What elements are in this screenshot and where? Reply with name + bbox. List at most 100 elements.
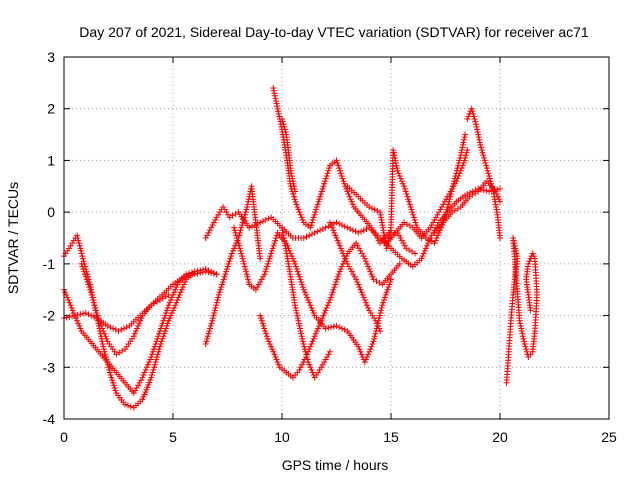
data-point <box>165 302 172 309</box>
data-point <box>266 255 273 262</box>
data-point <box>368 343 375 350</box>
data-point <box>458 165 465 172</box>
data-point <box>260 273 267 280</box>
data-point <box>177 289 184 296</box>
data-point <box>224 263 231 270</box>
data-point <box>77 325 84 332</box>
satellite-track-11 <box>279 224 333 381</box>
data-point <box>267 253 274 260</box>
data-point <box>434 211 441 218</box>
data-point <box>150 366 157 373</box>
data-point <box>392 160 399 167</box>
data-point <box>308 341 315 348</box>
data-point <box>264 260 271 267</box>
data-point <box>313 203 320 210</box>
data-point <box>462 154 469 161</box>
data-point <box>444 203 451 210</box>
data-point <box>318 188 325 195</box>
data-point <box>123 324 130 331</box>
data-point <box>228 250 235 257</box>
data-point <box>428 232 435 239</box>
data-point <box>89 294 96 301</box>
data-point <box>364 353 371 360</box>
data-point <box>397 175 404 182</box>
data-point <box>322 224 329 231</box>
data-point <box>299 281 306 288</box>
data-point <box>98 322 105 329</box>
data-point <box>354 242 361 249</box>
data-point <box>378 304 385 311</box>
data-point <box>92 307 99 314</box>
data-point <box>74 311 81 318</box>
data-point <box>405 198 412 205</box>
data-point <box>174 297 181 304</box>
data-point <box>75 237 82 244</box>
data-point <box>321 309 328 316</box>
data-point <box>392 157 399 164</box>
data-point <box>344 188 351 195</box>
data-point <box>341 180 348 187</box>
data-point <box>289 178 296 185</box>
data-point <box>325 167 332 174</box>
data-point <box>179 284 186 291</box>
data-point <box>158 322 165 329</box>
data-point <box>360 253 367 260</box>
data-point <box>476 136 483 143</box>
data-point <box>297 276 304 283</box>
data-point <box>226 258 233 265</box>
data-point <box>295 271 302 278</box>
data-point <box>131 330 138 337</box>
data-point <box>135 322 142 329</box>
data-point <box>271 92 278 99</box>
data-point <box>387 278 394 285</box>
data-point <box>386 229 393 236</box>
data-point <box>310 309 317 316</box>
y-tick-label: 1 <box>47 152 55 168</box>
data-point <box>406 201 413 208</box>
data-point <box>476 139 483 146</box>
data-point <box>243 268 250 275</box>
data-point <box>470 113 477 120</box>
data-point <box>299 338 306 345</box>
data-point <box>74 317 81 324</box>
data-point <box>216 289 223 296</box>
data-point <box>110 382 117 389</box>
data-point <box>122 401 129 408</box>
data-point <box>423 242 430 249</box>
data-point <box>379 302 386 309</box>
data-point <box>433 214 440 221</box>
data-point <box>332 281 339 288</box>
data-point <box>335 271 342 278</box>
satellite-track-5 <box>202 185 503 270</box>
data-point <box>80 266 87 273</box>
plot-frame <box>63 56 610 420</box>
data-point <box>428 222 435 229</box>
data-point <box>275 110 282 117</box>
data-point <box>66 313 73 320</box>
data-point <box>440 201 447 208</box>
data-point <box>377 309 384 316</box>
data-point <box>456 170 463 177</box>
data-point <box>299 335 306 342</box>
data-point <box>270 87 277 94</box>
satellite-track-14 <box>383 147 471 247</box>
data-point <box>371 335 378 342</box>
data-point <box>308 304 315 311</box>
data-point <box>76 242 83 249</box>
data-point <box>241 211 248 218</box>
data-point <box>163 309 170 316</box>
data-point <box>307 302 314 309</box>
data-point <box>349 227 356 234</box>
data-point <box>228 253 235 260</box>
data-point <box>212 216 219 223</box>
data-point <box>288 170 295 177</box>
data-point <box>322 356 329 363</box>
data-point <box>79 253 86 260</box>
data-point <box>411 216 418 223</box>
data-point <box>95 317 102 324</box>
data-point <box>303 233 310 240</box>
data-point <box>338 247 345 254</box>
data-point <box>288 172 295 179</box>
data-point <box>189 271 196 278</box>
data-point <box>362 299 369 306</box>
